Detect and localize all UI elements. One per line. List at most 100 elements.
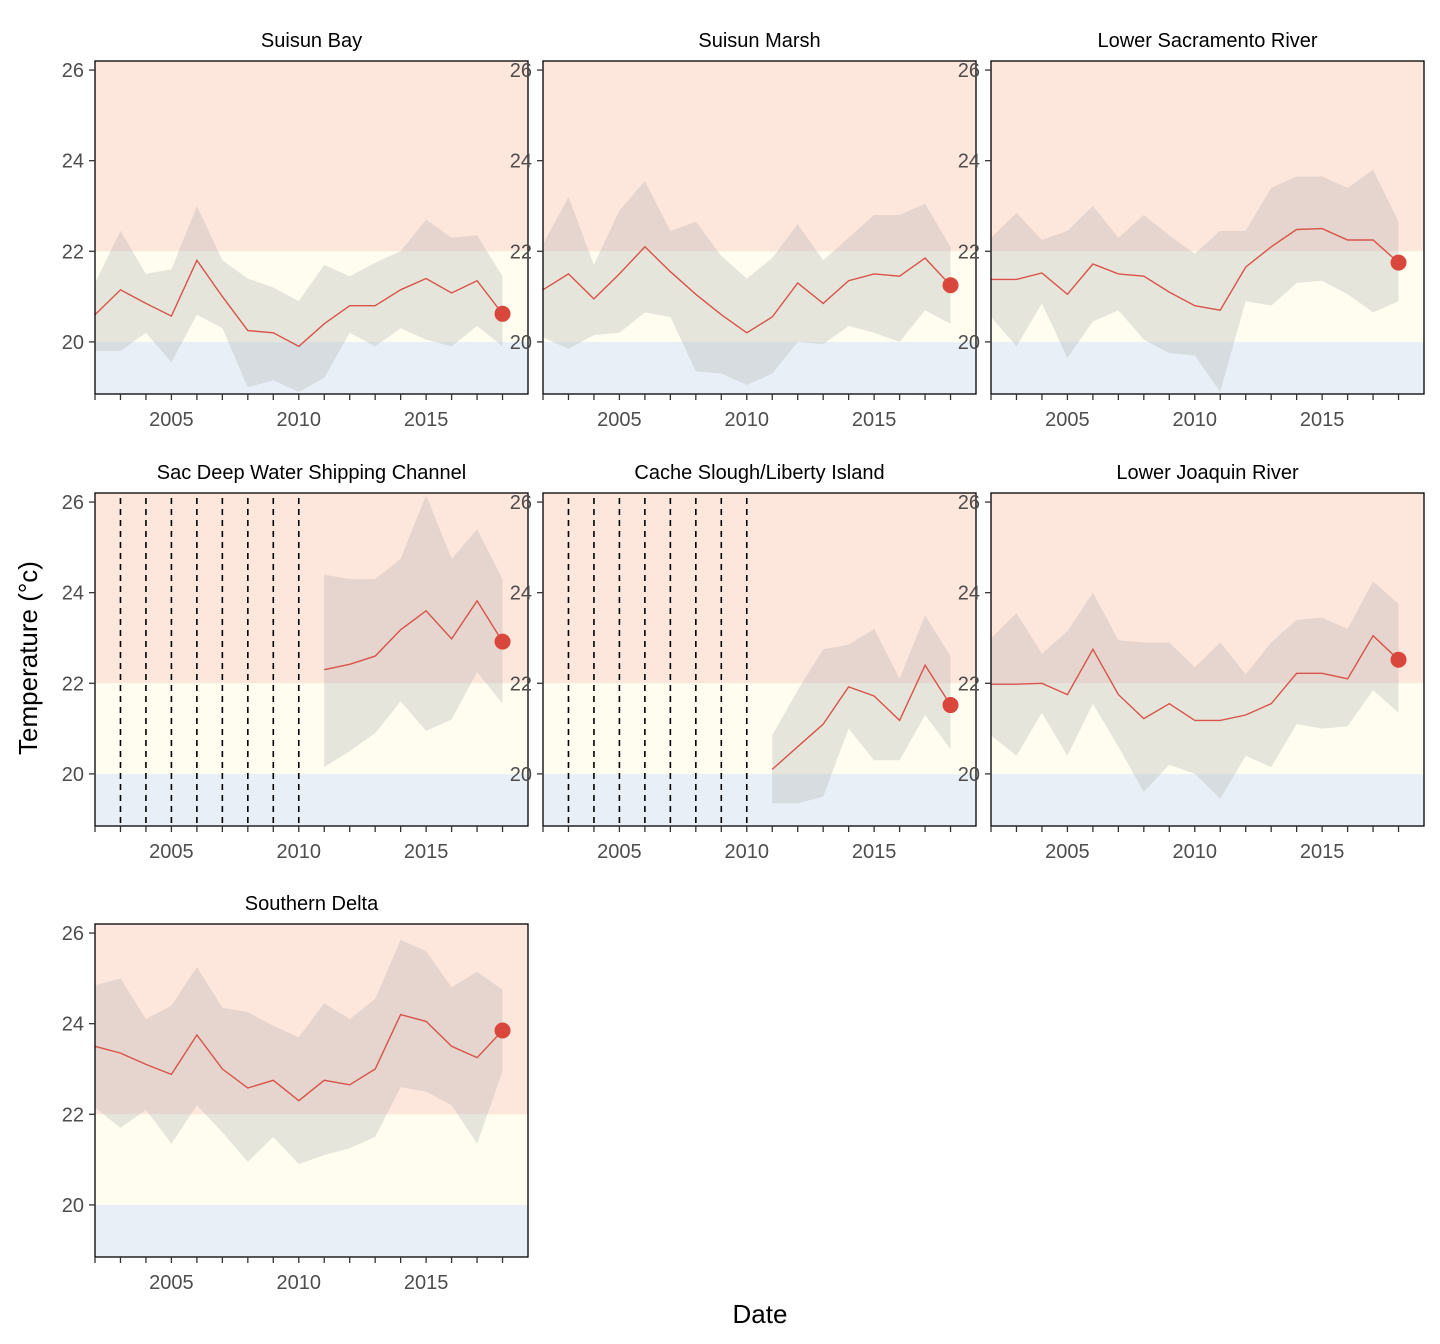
panel-border	[542, 60, 977, 395]
x-tick-label: 2010	[1173, 409, 1218, 431]
background-band	[991, 773, 1424, 826]
highlight-point	[494, 305, 511, 322]
x-tick-label: 2015	[1300, 841, 1345, 863]
y-tick-label: 26	[958, 60, 980, 82]
x-tick-label: 2015	[1300, 409, 1345, 431]
facet-panel: Sac Deep Water Shipping Channel 20 22 24 26 2…	[62, 462, 529, 863]
range-ribbon	[543, 181, 951, 385]
highlight-point	[942, 697, 959, 714]
y-tick-label: 22	[958, 241, 980, 263]
facet-panel: Cache Slough/Liberty Island 20 22 24 26 2005 2…	[510, 462, 977, 863]
panel-title: Sac Deep Water Shipping Channel	[157, 462, 466, 484]
mean-line	[94, 258, 504, 348]
mean-line	[991, 227, 1399, 311]
facet-panel: Suisun Bay 20 22 24 26 2005 2010 2015	[62, 30, 529, 431]
x-tick-label: 2015	[404, 409, 449, 431]
y-tick-label: 24	[62, 151, 84, 173]
background-band	[543, 341, 976, 394]
y-tick-label: 26	[62, 923, 84, 945]
y-tick-label: 24	[62, 1014, 84, 1036]
background-band	[95, 773, 528, 826]
mean-line	[542, 245, 952, 334]
panel-title: Suisun Marsh	[698, 30, 820, 52]
background-band	[543, 61, 976, 252]
y-tick-label: 20	[958, 332, 980, 354]
panel-border	[94, 492, 529, 827]
y-axis-title: Temperature (°c)	[13, 561, 43, 755]
background-band	[95, 1204, 528, 1257]
range-ribbon	[324, 495, 503, 768]
x-axis-title: Date	[733, 1299, 788, 1329]
y-tick-label: 22	[62, 1104, 84, 1126]
background-band	[95, 924, 528, 1115]
panel-border	[990, 60, 1425, 395]
x-tick-label: 2005	[597, 841, 642, 863]
range-ribbon	[772, 615, 951, 804]
y-tick-label: 22	[510, 241, 532, 263]
x-tick-label: 2010	[277, 1272, 322, 1294]
y-tick-label: 24	[510, 583, 532, 605]
x-tick-label: 2015	[404, 841, 449, 863]
background-band	[991, 251, 1424, 342]
background-band	[543, 683, 976, 774]
x-tick-label: 2010	[1173, 841, 1218, 863]
y-tick-label: 22	[958, 673, 980, 695]
panel-border	[94, 60, 529, 395]
y-tick-label: 24	[958, 151, 980, 173]
y-tick-label: 22	[510, 673, 532, 695]
panels-group: Suisun Bay 20 22 24 26 2005 2010 2015 Suisun Mar…	[62, 30, 1425, 1294]
panel-title: Cache Slough/Liberty Island	[634, 462, 884, 484]
highlight-point	[494, 633, 511, 650]
facet-panel: Southern Delta 20 22 24 26 2005 2010 2015	[62, 893, 529, 1294]
background-band	[543, 493, 976, 684]
panel-title: Suisun Bay	[261, 30, 362, 52]
x-tick-label: 2010	[725, 841, 770, 863]
range-ribbon	[95, 206, 503, 392]
panel-border	[542, 492, 977, 827]
y-tick-label: 26	[62, 60, 84, 82]
x-tick-label: 2005	[149, 1272, 194, 1294]
mean-line	[324, 599, 504, 671]
background-band	[95, 251, 528, 342]
x-tick-label: 2005	[597, 409, 642, 431]
y-tick-label: 26	[510, 492, 532, 514]
facet-panel: Suisun Marsh 20 22 24 26 2005 2010 2015	[510, 30, 977, 431]
background-band	[95, 341, 528, 394]
facet-panel: Lower Joaquin River 20 22 24 26 2005 2010 2015	[958, 462, 1425, 863]
y-tick-label: 24	[958, 583, 980, 605]
x-tick-label: 2015	[852, 841, 897, 863]
background-band	[543, 773, 976, 826]
mean-line	[991, 634, 1399, 722]
panel-title: Southern Delta	[245, 893, 379, 915]
y-tick-label: 24	[62, 583, 84, 605]
x-tick-label: 2005	[1045, 841, 1090, 863]
range-ribbon	[991, 581, 1399, 799]
y-tick-label: 26	[510, 60, 532, 82]
mean-line	[94, 1013, 504, 1102]
highlight-point	[1390, 651, 1407, 668]
x-tick-label: 2005	[1045, 409, 1090, 431]
range-ribbon	[991, 169, 1399, 392]
range-ribbon	[95, 939, 503, 1165]
facet-panel: Lower Sacramento River 20 22 24 26 2005 2010 20…	[958, 30, 1425, 431]
y-tick-label: 20	[62, 1195, 84, 1217]
background-band	[95, 61, 528, 252]
panel-border	[990, 492, 1425, 827]
x-tick-label: 2010	[277, 409, 322, 431]
panel-title: Lower Sacramento River	[1097, 30, 1317, 52]
highlight-point	[1390, 254, 1407, 271]
x-tick-label: 2005	[149, 841, 194, 863]
x-tick-label: 2010	[277, 841, 322, 863]
mean-line	[771, 663, 952, 770]
x-tick-label: 2010	[725, 409, 770, 431]
y-tick-label: 20	[62, 332, 84, 354]
background-band	[991, 341, 1424, 394]
y-tick-label: 26	[958, 492, 980, 514]
highlight-point	[494, 1022, 511, 1039]
background-band	[95, 493, 528, 684]
x-tick-label: 2005	[149, 409, 194, 431]
y-tick-label: 20	[958, 764, 980, 786]
panel-border	[94, 923, 529, 1258]
background-band	[95, 683, 528, 774]
